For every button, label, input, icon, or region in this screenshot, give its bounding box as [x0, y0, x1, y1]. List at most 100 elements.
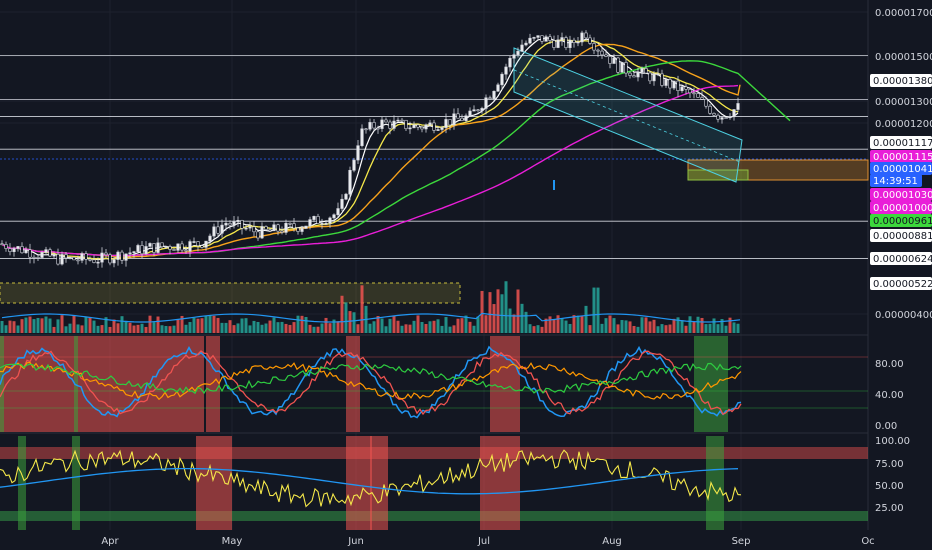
volume-bar	[596, 287, 600, 333]
candle-body	[24, 249, 28, 254]
volume-bar	[344, 302, 348, 333]
volume-bar	[420, 321, 424, 333]
volume-bar	[180, 315, 184, 333]
volume-bar	[32, 319, 36, 333]
volume-bar	[236, 323, 240, 333]
volume-bar	[56, 319, 60, 333]
volume-bar	[680, 320, 684, 333]
volume-bar	[696, 316, 700, 333]
volume-bar	[4, 325, 8, 333]
volume-bar	[392, 316, 396, 333]
zone-base	[0, 282, 461, 304]
volume-bar	[300, 315, 304, 333]
volume-bar	[264, 323, 268, 333]
volume-bar	[132, 325, 136, 333]
candle-body	[472, 109, 476, 112]
candle-body	[104, 252, 108, 256]
volume-bar	[620, 320, 624, 333]
candle-body	[644, 68, 648, 74]
candle-body	[564, 37, 568, 48]
candle-body	[688, 89, 692, 94]
candle-body	[480, 108, 484, 111]
candle-body	[344, 193, 348, 200]
volume-bar	[160, 325, 164, 333]
volume-bar	[148, 315, 152, 333]
price-tag-10: 0.00001117	[873, 138, 932, 149]
osc2-tick-3: 25.00	[875, 503, 904, 514]
volume-bar	[16, 325, 20, 333]
volume-bar	[360, 285, 364, 333]
candle-body	[336, 208, 340, 216]
candle-body	[500, 73, 504, 86]
volume-bar	[248, 325, 252, 333]
candle-body	[532, 37, 536, 39]
horizontal-lines	[0, 55, 868, 259]
volume-bar	[76, 324, 80, 333]
volume-bar	[12, 321, 16, 333]
volume-bar	[588, 325, 592, 333]
candle-body	[232, 221, 236, 226]
volume-bar	[176, 319, 180, 333]
time-axis: Apr May Jun Jul Aug Sep Oc	[101, 536, 874, 547]
volume-bar	[404, 324, 408, 333]
candle-body	[404, 119, 408, 130]
candle-body	[88, 258, 92, 261]
volume-bar	[668, 324, 672, 333]
volume-bar	[508, 308, 512, 333]
volume-bar	[332, 319, 336, 333]
candle-body	[384, 119, 388, 123]
candle-body	[524, 42, 528, 46]
volume-bar	[440, 325, 444, 333]
candle-body	[376, 127, 380, 130]
candle-body	[372, 122, 376, 129]
candle-body	[140, 245, 144, 255]
volume-bar	[472, 325, 476, 333]
volume-bar	[376, 316, 380, 333]
volume-bar	[184, 324, 188, 333]
candle-body	[160, 242, 164, 248]
osc1-blue	[0, 345, 742, 419]
price-tag-6: 0.00000881	[873, 231, 932, 242]
candle-body	[736, 103, 740, 110]
candle-body	[228, 223, 232, 226]
candle-body	[556, 39, 560, 48]
volume-bar	[68, 323, 72, 333]
channel-mid	[513, 69, 741, 163]
candle-body	[36, 257, 40, 259]
price-tag-bg-2	[870, 174, 922, 187]
volume-bar	[664, 325, 668, 333]
volume-bar	[40, 318, 44, 333]
time-label-apr: Apr	[101, 536, 119, 547]
volume-bar	[684, 325, 688, 333]
candle-body	[364, 128, 368, 131]
candle-body	[300, 228, 304, 232]
candle-body	[144, 246, 148, 255]
volume-bar	[496, 289, 500, 333]
price-tick-1: 0.00001500	[875, 52, 932, 63]
volume-bar	[316, 326, 320, 333]
candle-body	[396, 119, 400, 122]
candle-body	[64, 254, 68, 259]
candle-body	[60, 254, 64, 265]
price-tag-bg-10	[870, 136, 932, 149]
osc1-tick-0: 80.00	[875, 359, 904, 370]
time-label-sep: Sep	[732, 536, 751, 547]
volume-bar	[208, 315, 212, 333]
candle-body	[368, 122, 372, 130]
candle-body	[732, 109, 736, 118]
volume-bar	[608, 315, 612, 333]
volume-bar	[280, 321, 284, 333]
candle-body	[408, 127, 412, 130]
price-tag-7: 0.00000624	[873, 254, 932, 265]
candle-body	[548, 36, 552, 41]
candle-body	[620, 62, 624, 73]
volume-bar	[24, 317, 28, 333]
osc1-band-start	[0, 336, 4, 432]
volume-bar	[560, 318, 564, 333]
volume-bar	[512, 314, 516, 333]
candle-body	[280, 230, 284, 233]
volume-bar	[204, 315, 208, 333]
candle-body	[128, 252, 132, 255]
candle-body	[324, 222, 328, 225]
